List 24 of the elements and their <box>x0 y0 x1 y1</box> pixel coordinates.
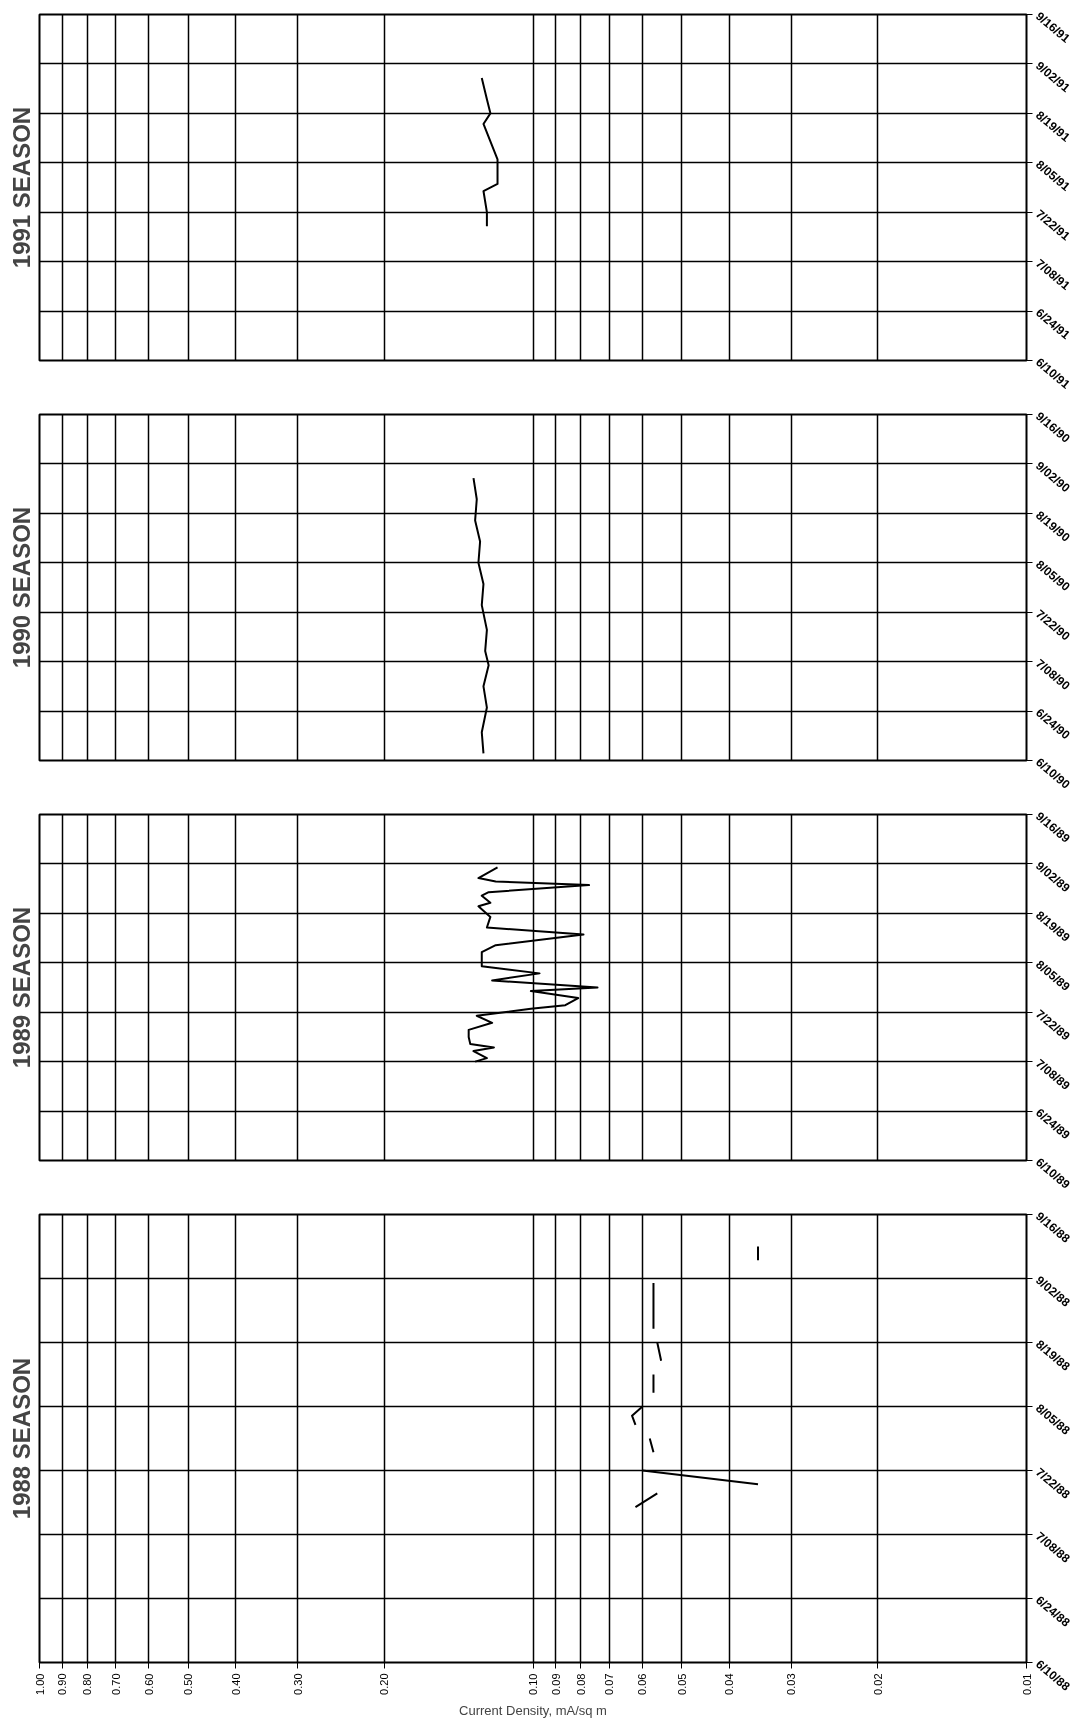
x-tick-label: 0.03 <box>785 1673 798 1695</box>
x-axis-title: Current Density, mA/sq m <box>459 1702 607 1718</box>
x-tick-label: 0.08 <box>574 1673 587 1695</box>
x-tick-label: 0.60 <box>142 1673 155 1695</box>
x-tick-label: 0.04 <box>723 1673 736 1695</box>
x-tick-label: 0.07 <box>603 1673 616 1695</box>
x-tick-label: 1.00 <box>33 1673 46 1695</box>
text: 1989 SEASON <box>7 906 35 1069</box>
x-tick-label: 0.80 <box>81 1673 94 1695</box>
x-tick-label: 0.50 <box>182 1673 195 1695</box>
x-tick-label: 0.40 <box>229 1673 242 1695</box>
x-tick-label: 0.01 <box>1020 1673 1033 1695</box>
text: 1991 SEASON <box>7 106 35 269</box>
x-tick-label: 0.09 <box>549 1673 562 1695</box>
x-tick-label: 0.30 <box>291 1673 304 1695</box>
x-tick-label: 0.02 <box>871 1673 884 1695</box>
x-tick-label: 0.90 <box>56 1673 69 1695</box>
x-tick-label: 0.70 <box>109 1673 122 1695</box>
x-tick-label: 0.10 <box>527 1673 539 1695</box>
x-tick-label: 0.05 <box>675 1673 688 1695</box>
text: 1990 SEASON <box>7 506 35 669</box>
text: 1988 SEASON <box>7 1357 35 1520</box>
x-tick-label: 0.20 <box>378 1673 391 1695</box>
x-tick-label: 0.06 <box>636 1673 649 1695</box>
